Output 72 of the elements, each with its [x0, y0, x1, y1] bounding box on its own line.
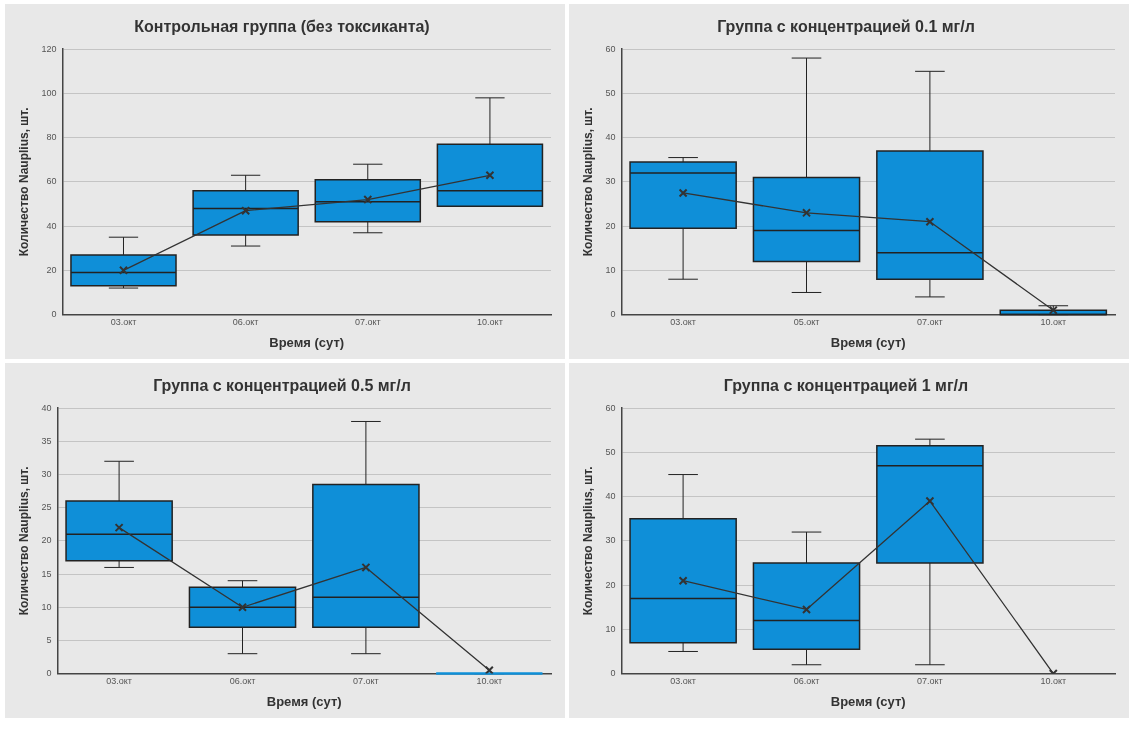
y-tick-label: 35	[41, 435, 52, 446]
y-tick-label: 5	[46, 634, 52, 645]
y-tick-label: 0	[51, 309, 57, 320]
y-tick-label: 30	[605, 176, 616, 187]
x-axis-title: Время (сут)	[830, 334, 906, 350]
point	[678, 188, 688, 198]
chart-title: Группа с концентрацией 0.5 мг/л	[153, 377, 411, 395]
y-tick-label: 40	[46, 220, 57, 231]
point	[241, 206, 251, 216]
y-tick-label: 50	[605, 446, 616, 457]
x-tick-label: 07.окт	[917, 317, 943, 328]
x-tick-label: 10.окт	[1040, 676, 1067, 687]
y-tick-label: 10	[605, 623, 616, 634]
point	[801, 208, 812, 218]
x-tick-label: 03.окт	[110, 317, 137, 328]
y-tick-label: 40	[41, 402, 52, 413]
x-tick-label: 06.окт	[232, 317, 259, 328]
y-axis-title: Количество Nauplius, шт.	[16, 107, 31, 257]
x-axis-title: Время (сут)	[830, 693, 906, 709]
y-tick-label: 40	[605, 132, 616, 143]
y-tick-label: 20	[41, 535, 52, 546]
y-tick-label: 60	[46, 176, 57, 187]
point	[361, 562, 371, 572]
chart-title: Группа с концентрацией 0.1 мг/л	[717, 18, 975, 36]
y-tick-label: 30	[605, 535, 616, 546]
point	[237, 602, 248, 612]
x-axis-title: Время (сут)	[266, 693, 342, 709]
y-tick-label: 120	[41, 43, 57, 54]
point	[678, 576, 688, 586]
x-axis-title: Время (сут)	[269, 334, 345, 350]
point	[118, 265, 129, 275]
x-tick-label: 03.окт	[670, 676, 696, 687]
y-tick-label: 40	[605, 491, 616, 502]
point	[114, 523, 124, 533]
x-tick-label: 07.окт	[353, 676, 379, 687]
y-axis-title: Количество Nauplius, шт.	[580, 466, 595, 616]
x-tick-label: 03.окт	[670, 317, 696, 328]
x-tick-label: 10.окт	[477, 317, 503, 328]
chart-title: Контрольная группа (без токсиканта)	[134, 18, 430, 36]
x-tick-label: 06.окт	[793, 676, 820, 687]
x-tick-label: 03.окт	[106, 676, 132, 687]
y-axis-title: Количество Nauplius, шт.	[16, 466, 31, 616]
x-tick-label: 06.окт	[229, 676, 256, 687]
y-tick-label: 60	[605, 43, 616, 54]
y-tick-label: 20	[46, 264, 57, 275]
point	[801, 604, 812, 614]
y-tick-label: 30	[41, 469, 52, 480]
y-tick-label: 0	[610, 668, 616, 679]
y-tick-label: 20	[605, 579, 616, 590]
y-tick-label: 15	[41, 568, 52, 579]
x-tick-label: 10.окт	[1040, 317, 1067, 328]
point	[925, 496, 935, 506]
y-tick-label: 25	[41, 502, 52, 513]
chart-title: Группа с концентрацией 1 мг/л	[723, 377, 969, 395]
y-tick-label: 50	[605, 87, 616, 98]
x-tick-label: 07.окт	[917, 676, 943, 687]
x-tick-label: 07.окт	[354, 317, 381, 328]
x-tick-label: 05.окт	[793, 317, 820, 328]
y-axis-title: Количество Nauplius, шт.	[580, 107, 595, 257]
point	[363, 195, 373, 205]
y-tick-label: 80	[46, 132, 57, 143]
y-tick-label: 60	[605, 402, 616, 413]
y-tick-label: 100	[41, 87, 57, 98]
point	[485, 170, 495, 180]
y-tick-label: 10	[605, 264, 616, 275]
y-tick-label: 10	[41, 601, 52, 612]
y-tick-label: 0	[46, 668, 52, 679]
y-tick-label: 0	[610, 309, 616, 320]
point	[1048, 305, 1058, 315]
x-tick-label: 10.окт	[476, 676, 503, 687]
y-tick-label: 20	[605, 220, 616, 231]
point	[925, 217, 935, 227]
